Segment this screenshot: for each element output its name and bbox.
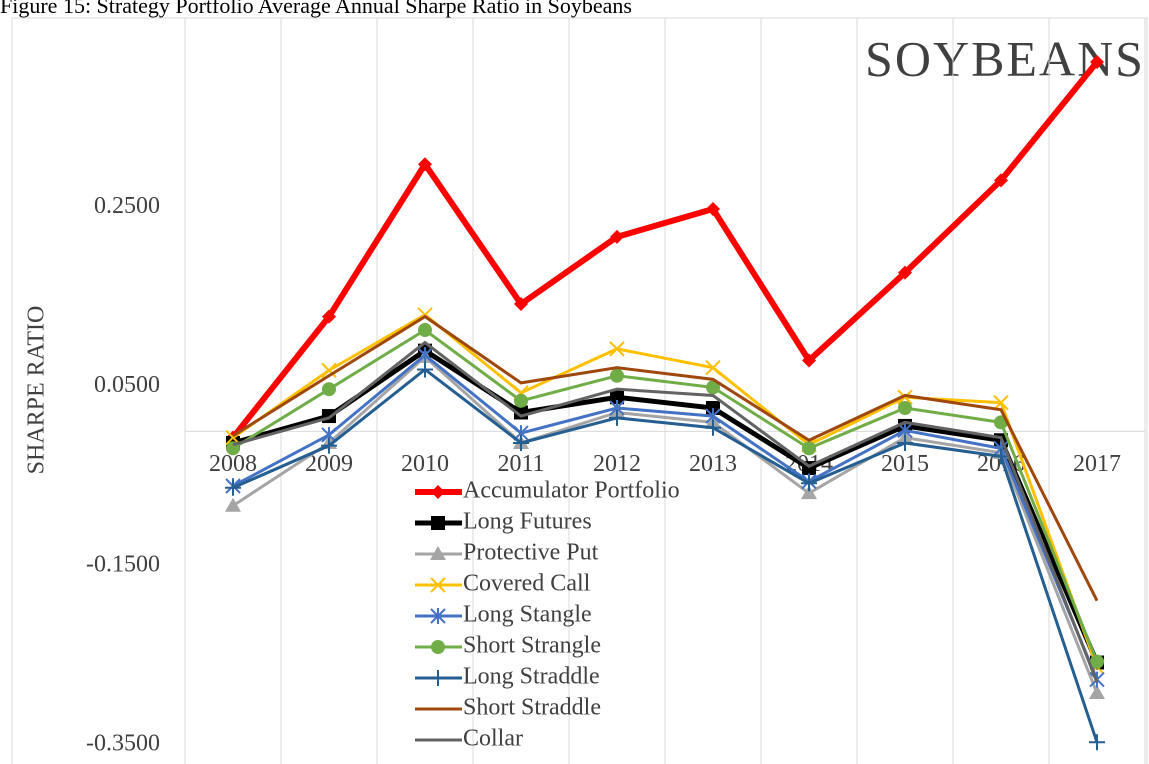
series-line bbox=[232, 340, 1099, 683]
series bbox=[226, 323, 1104, 669]
data-point bbox=[897, 389, 913, 405]
series bbox=[232, 314, 1099, 602]
data-point bbox=[993, 394, 1009, 411]
legend-label: Long Futures bbox=[463, 509, 592, 535]
legend-symbol bbox=[431, 516, 445, 530]
data-point bbox=[705, 359, 721, 376]
data-point bbox=[418, 157, 432, 172]
series-line bbox=[232, 367, 1099, 743]
data-point bbox=[898, 265, 912, 280]
legend-symbol bbox=[430, 546, 446, 560]
series bbox=[226, 55, 1104, 445]
legend-marker bbox=[430, 577, 446, 593]
data-point bbox=[514, 393, 528, 408]
data-point bbox=[898, 401, 912, 416]
legend-marker bbox=[431, 485, 445, 499]
y-tick-label: 0.0500 bbox=[94, 372, 160, 398]
data-point bbox=[993, 448, 1009, 465]
data-point bbox=[802, 441, 816, 456]
series bbox=[225, 361, 1105, 751]
data-point bbox=[417, 347, 433, 364]
data-point bbox=[705, 419, 721, 436]
data-point bbox=[706, 202, 720, 217]
legend-label: Accumulator Portfolio bbox=[463, 478, 680, 504]
data-point bbox=[610, 229, 624, 244]
data-point bbox=[801, 485, 817, 500]
legend-label: Short Straddle bbox=[463, 695, 601, 721]
legend-label: Short Strangle bbox=[463, 633, 601, 659]
data-point bbox=[322, 309, 336, 324]
legend-symbol bbox=[430, 608, 446, 624]
data-point bbox=[609, 341, 625, 357]
legend-label: Protective Put bbox=[463, 540, 599, 566]
series-line bbox=[232, 314, 1099, 602]
legend-marker bbox=[430, 608, 446, 624]
data-point bbox=[513, 434, 529, 451]
legend-label: Long Stangle bbox=[463, 602, 592, 628]
series-line bbox=[232, 312, 1099, 668]
data-point bbox=[706, 380, 720, 395]
annotation: SOYBEANS bbox=[865, 30, 1145, 86]
series-line bbox=[232, 328, 1099, 663]
legend-marker bbox=[431, 516, 445, 530]
data-point bbox=[418, 323, 432, 338]
legend-marker bbox=[430, 670, 446, 686]
x-tick-label: 2013 bbox=[689, 451, 737, 477]
legend-label: Covered Call bbox=[463, 571, 591, 597]
data-point bbox=[417, 361, 433, 378]
data-point bbox=[802, 353, 816, 368]
data-point bbox=[321, 437, 337, 454]
data-point bbox=[609, 409, 625, 426]
x-tick-label: 2012 bbox=[593, 451, 641, 477]
x-tick-label: 2015 bbox=[881, 451, 929, 477]
figure-caption: Figure 15: Strategy Portfolio Average An… bbox=[0, 0, 632, 18]
data-point bbox=[801, 475, 817, 492]
y-tick-label: 0.2500 bbox=[94, 193, 160, 219]
legend-label: Collar bbox=[463, 726, 523, 752]
series-line bbox=[232, 354, 1099, 694]
data-point bbox=[225, 479, 241, 496]
data-point bbox=[610, 368, 624, 383]
data-point bbox=[1089, 734, 1105, 751]
data-point bbox=[610, 390, 624, 405]
x-tick-label: 2017 bbox=[1073, 451, 1121, 477]
series-line bbox=[232, 353, 1099, 681]
legend-symbol bbox=[431, 640, 445, 654]
data-point bbox=[1090, 55, 1104, 70]
y-tick-label: -0.1500 bbox=[86, 551, 160, 577]
data-point bbox=[1089, 685, 1105, 700]
y-axis-title: SHARPE RATIO bbox=[24, 306, 50, 475]
legend-marker bbox=[431, 640, 445, 654]
data-point bbox=[514, 297, 528, 312]
y-tick-label: -0.3500 bbox=[86, 731, 160, 757]
legend-symbol bbox=[431, 485, 445, 499]
series-line bbox=[230, 60, 1100, 440]
data-point bbox=[1090, 654, 1104, 669]
data-point bbox=[321, 362, 337, 379]
series bbox=[232, 340, 1099, 683]
data-point bbox=[225, 497, 241, 512]
x-tick-label: 2010 bbox=[401, 451, 449, 477]
chart-frame bbox=[11, 17, 1148, 764]
series-line bbox=[232, 347, 1100, 664]
data-point bbox=[994, 173, 1008, 188]
data-point bbox=[322, 382, 336, 397]
legend-symbol bbox=[430, 577, 446, 593]
legend-label: Long Straddle bbox=[463, 664, 600, 690]
legend-symbol bbox=[430, 670, 446, 686]
x-tick-label: 2011 bbox=[497, 451, 544, 477]
legend-marker bbox=[430, 546, 446, 560]
data-point bbox=[897, 434, 913, 451]
